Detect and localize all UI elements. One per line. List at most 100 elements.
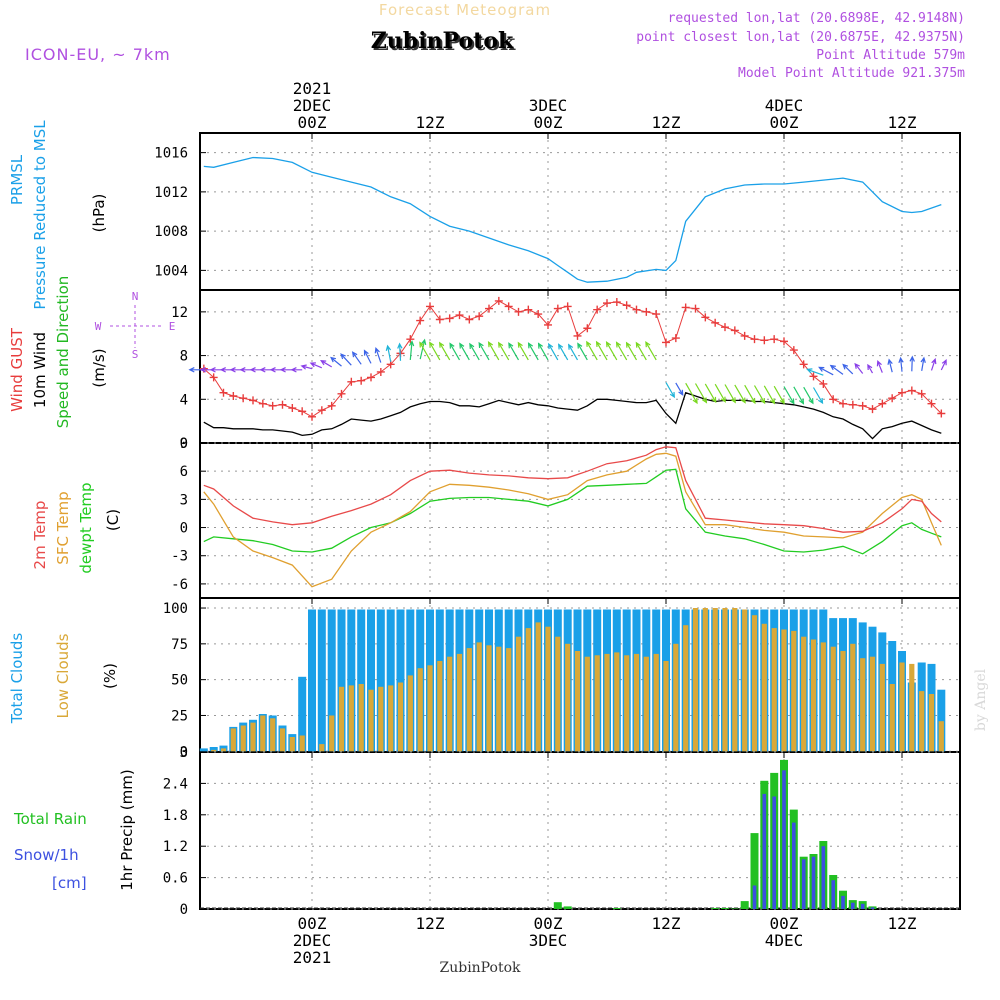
wind-direction-arrow (605, 340, 618, 361)
gust-marker (337, 389, 346, 398)
wind-direction-arrow (508, 342, 520, 361)
panel-frame-precip (199, 751, 961, 910)
low-cloud-bar (771, 628, 777, 752)
total-cloud-bar (376, 609, 385, 752)
gust-marker (652, 310, 661, 319)
snow-bar (801, 859, 806, 909)
ylabel-gust: Wind GUST (8, 327, 26, 412)
gust-marker (209, 373, 218, 382)
sfc-temp-line (203, 452, 942, 588)
snow-bar (752, 885, 757, 909)
snow-bar (782, 770, 786, 909)
total-cloud-bar (357, 609, 366, 752)
wind-direction-arrow (734, 384, 746, 404)
wind-direction-arrow (793, 386, 805, 405)
wind-direction-arrow (806, 368, 824, 376)
wind-direction-arrow (527, 342, 539, 361)
gust-marker (445, 314, 454, 323)
gust-marker (504, 302, 513, 311)
wind-direction-arrow (812, 387, 824, 405)
wind-direction-arrow (397, 342, 403, 361)
wind-direction-arrow (385, 344, 392, 362)
wind-direction-arrow (675, 382, 684, 397)
low-cloud-bar (663, 661, 669, 752)
ytick-label-temp: 9 (180, 436, 188, 452)
ytick-label-temp: 6 (180, 464, 188, 480)
ylabel-dewpt: dewpt Temp (77, 482, 95, 573)
wind-direction-arrow (645, 341, 657, 361)
low-cloud-bar (555, 636, 561, 752)
low-cloud-bar (260, 715, 266, 752)
low-cloud-bar (525, 628, 531, 752)
low-cloud-bar (909, 663, 915, 752)
low-cloud-bar (427, 665, 433, 752)
time-label-bottom: 3DEC (529, 931, 568, 950)
low-cloud-bar (338, 686, 345, 752)
gust-marker (740, 331, 749, 340)
ytick-label-precip: 2.4 (163, 776, 188, 792)
wind-direction-arrow (803, 386, 814, 405)
closest-coords: point closest lon,lat (20.6875E, 42.9375… (636, 30, 965, 45)
gust-marker (514, 307, 523, 316)
gust-marker (308, 412, 316, 421)
gust-marker (927, 399, 936, 408)
low-cloud-bar (938, 721, 944, 752)
rain-bar (553, 902, 562, 909)
snow-bar (811, 856, 816, 909)
wind-direction-arrow (763, 385, 776, 405)
wind-direction-arrow (449, 342, 461, 361)
time-label-bottom: 00Z (534, 914, 563, 933)
time-label-bottom: 2DEC (293, 931, 332, 950)
low-cloud-bar (712, 608, 718, 752)
ytick-label-pressure: 1004 (154, 263, 188, 279)
low-cloud-bar (486, 645, 492, 752)
gust-marker (780, 337, 788, 346)
total-cloud-bar (386, 609, 395, 752)
time-label-bottom: 12Z (652, 914, 681, 933)
ylabel-unit-clouds: (%) (101, 663, 119, 689)
ylabel-unit-pressure: (hPa) (90, 194, 108, 233)
low-cloud-bar (496, 646, 502, 752)
pressure-line (203, 156, 942, 283)
gust-marker (258, 399, 267, 408)
ylabel-wind: 10m Wind (31, 332, 49, 408)
wind-direction-arrow (517, 341, 529, 361)
low-cloud-bar (810, 639, 817, 752)
time-label-bottom: 00Z (298, 914, 327, 933)
snow-bar (792, 822, 796, 909)
wind-direction-arrow (498, 341, 510, 361)
rain-bar (612, 908, 621, 909)
low-cloud-bar (869, 656, 876, 752)
low-cloud-bar (673, 643, 679, 752)
wind-direction-arrow (459, 342, 470, 361)
ytick-label-precip: 0.6 (163, 871, 188, 887)
gust-marker (662, 338, 670, 347)
gust-marker (278, 400, 287, 409)
low-cloud-bar (506, 648, 512, 752)
temp2m-line (203, 446, 942, 533)
wind-direction-arrow (714, 383, 726, 403)
gust-marker (416, 316, 425, 325)
ylabel-unit-precip: 1hr Precip (mm) (118, 769, 136, 890)
gust-marker (357, 376, 366, 385)
wind-direction-arrow (876, 360, 883, 373)
model-altitude: Model Point Altitude 921.375m (738, 66, 965, 81)
gust-marker (249, 396, 257, 405)
footer-location: ZubinPotok (439, 960, 521, 976)
gust-marker (829, 395, 838, 404)
low-cloud-bar (358, 684, 364, 752)
wind-direction-arrow (537, 342, 549, 361)
ylabel-sfc: SFC Temp (54, 491, 72, 564)
wind-direction-arrow (615, 341, 628, 361)
low-cloud-bar (456, 653, 463, 752)
time-label-top: 00Z (770, 113, 799, 132)
gust-marker (475, 312, 484, 321)
wind-speed-line (203, 391, 942, 440)
wind-direction-arrow (408, 340, 415, 360)
ytick-label-clouds: 50 (171, 673, 188, 689)
low-cloud-bar (466, 648, 472, 752)
wind-direction-arrow (887, 358, 893, 373)
rain-bar (740, 901, 749, 909)
ytick-label-wind: 4 (180, 392, 188, 408)
